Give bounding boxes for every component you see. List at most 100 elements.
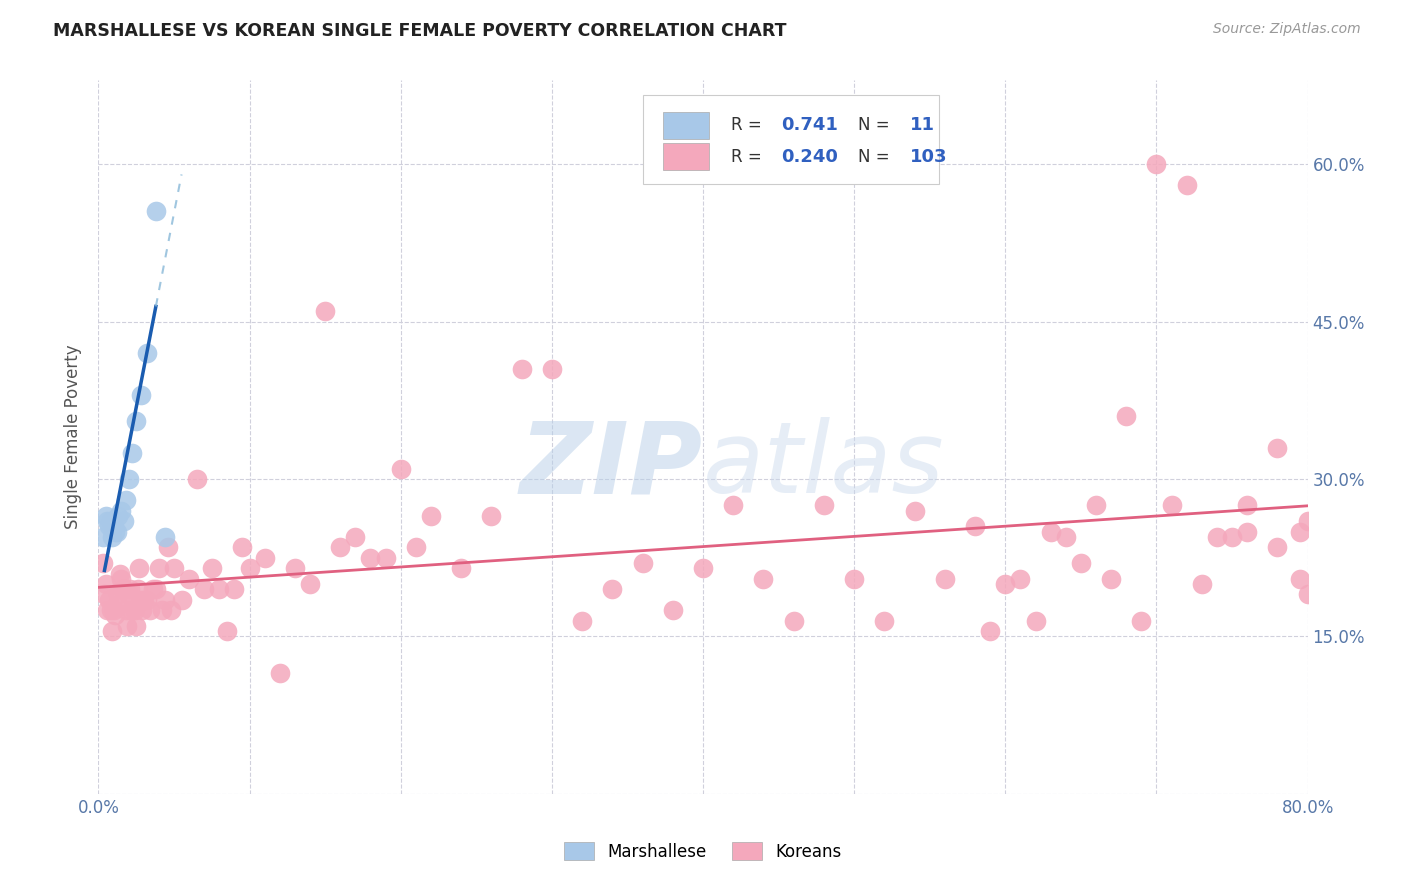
Point <box>201 561 224 575</box>
Point <box>215 624 238 639</box>
Point <box>873 614 896 628</box>
FancyBboxPatch shape <box>664 143 709 170</box>
Point <box>91 530 114 544</box>
Point <box>965 519 987 533</box>
Point <box>96 514 118 528</box>
Point <box>1024 614 1046 628</box>
Point <box>156 541 179 555</box>
Point <box>193 582 215 597</box>
Point <box>1236 498 1258 512</box>
Point <box>105 524 128 539</box>
Point <box>844 572 866 586</box>
Point <box>110 503 132 517</box>
Point <box>540 362 562 376</box>
Point <box>1039 524 1062 539</box>
Point <box>122 592 145 607</box>
Legend: Marshallese, Koreans: Marshallese, Koreans <box>558 836 848 868</box>
Point <box>145 204 167 219</box>
Text: MARSHALLESE VS KOREAN SINGLE FEMALE POVERTY CORRELATION CHART: MARSHALLESE VS KOREAN SINGLE FEMALE POVE… <box>53 22 787 40</box>
Point <box>1130 614 1153 628</box>
Point <box>1296 514 1319 528</box>
Point <box>170 592 193 607</box>
Point <box>1115 409 1137 423</box>
Point <box>723 498 745 512</box>
Point <box>783 614 806 628</box>
Point <box>374 550 396 565</box>
Point <box>121 603 143 617</box>
Point <box>934 572 956 586</box>
Point <box>1160 498 1182 512</box>
Point <box>1296 587 1319 601</box>
Point <box>135 346 157 360</box>
Point <box>186 472 208 486</box>
Point <box>224 582 246 597</box>
Point <box>284 561 307 575</box>
Point <box>163 561 186 575</box>
Point <box>148 561 170 575</box>
Point <box>128 561 150 575</box>
Point <box>108 566 131 581</box>
Point <box>104 524 127 539</box>
Point <box>132 592 155 607</box>
Point <box>360 550 382 565</box>
Point <box>904 503 927 517</box>
Point <box>153 530 176 544</box>
Point <box>239 561 262 575</box>
Point <box>208 582 231 597</box>
Point <box>100 514 122 528</box>
Point <box>1236 524 1258 539</box>
Point <box>1289 524 1312 539</box>
Point <box>104 608 127 623</box>
Point <box>93 587 115 601</box>
Point <box>103 519 125 533</box>
Text: 0.741: 0.741 <box>782 116 838 134</box>
Point <box>103 603 125 617</box>
Point <box>1206 530 1229 544</box>
Text: N =: N = <box>858 116 894 134</box>
Point <box>112 514 135 528</box>
Point <box>661 603 683 617</box>
Text: R =: R = <box>731 116 766 134</box>
Point <box>101 624 124 639</box>
Point <box>571 614 593 628</box>
Point <box>139 603 162 617</box>
Point <box>91 556 114 570</box>
Text: N =: N = <box>858 148 894 166</box>
Point <box>98 592 121 607</box>
Point <box>329 541 352 555</box>
Point <box>160 603 183 617</box>
Point <box>118 587 141 601</box>
Point <box>100 603 122 617</box>
Point <box>1267 541 1289 555</box>
Point <box>131 603 153 617</box>
Point <box>1054 530 1077 544</box>
Point <box>96 603 118 617</box>
Point <box>98 519 121 533</box>
Point <box>105 598 128 612</box>
Point <box>405 541 427 555</box>
Point <box>1191 577 1213 591</box>
Point <box>1099 572 1122 586</box>
Point <box>114 493 136 508</box>
Point <box>129 592 152 607</box>
Point <box>115 619 138 633</box>
Point <box>1085 498 1108 512</box>
Text: ZIP: ZIP <box>520 417 703 514</box>
Point <box>389 461 412 475</box>
Point <box>344 530 367 544</box>
Point <box>94 577 117 591</box>
Point <box>121 446 143 460</box>
Point <box>253 550 276 565</box>
Point <box>1070 556 1092 570</box>
Point <box>179 572 201 586</box>
Point <box>107 508 129 523</box>
Point <box>481 508 503 523</box>
Point <box>1010 572 1032 586</box>
Point <box>420 508 443 523</box>
Point <box>118 472 141 486</box>
Point <box>231 541 253 555</box>
Point <box>269 666 291 681</box>
Point <box>979 624 1001 639</box>
Point <box>124 603 146 617</box>
Text: 11: 11 <box>910 116 935 134</box>
